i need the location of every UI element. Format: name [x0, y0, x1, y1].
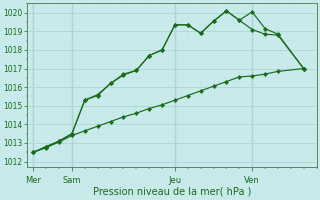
X-axis label: Pression niveau de la mer( hPa ): Pression niveau de la mer( hPa ): [92, 187, 251, 197]
